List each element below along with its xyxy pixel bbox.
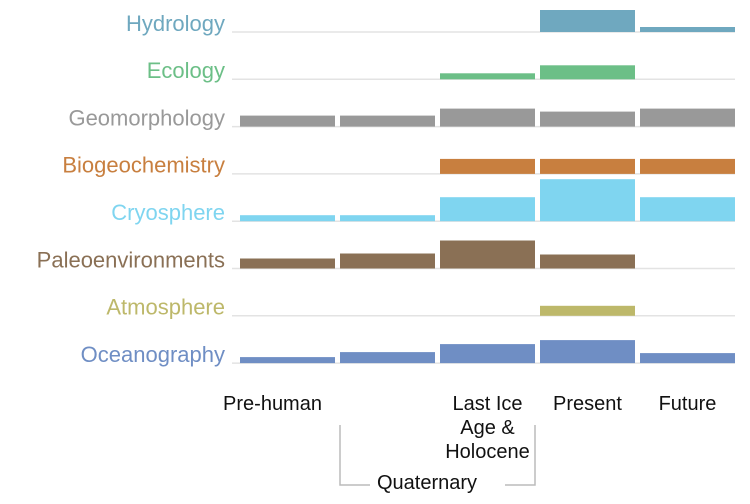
bar [540, 254, 635, 269]
bar [340, 352, 435, 364]
bar [540, 10, 635, 32]
bar [540, 179, 635, 222]
x-tick-label: Pre-human [223, 393, 322, 415]
legend-label: Atmosphere [106, 295, 225, 320]
annotation: Quaternary [371, 472, 484, 495]
bar [640, 353, 735, 364]
bracket [339, 425, 370, 486]
legend-label: Oceanography [81, 342, 225, 367]
bar [440, 240, 535, 269]
bar [640, 108, 735, 127]
x-tick-label: Future [658, 393, 717, 415]
bar [240, 115, 335, 127]
bar [540, 158, 635, 174]
bar [340, 115, 435, 127]
bar [640, 197, 735, 222]
bar [340, 253, 435, 269]
legend-label: Biogeochemistry [62, 153, 225, 178]
bar [640, 27, 735, 32]
legend-label: Ecology [147, 58, 225, 83]
bar [440, 158, 535, 174]
bar [440, 197, 535, 222]
bar [540, 305, 635, 316]
bar [440, 108, 535, 127]
bar [640, 158, 735, 174]
bar [540, 111, 635, 127]
legend-label: Hydrology [126, 11, 225, 36]
bar [540, 65, 635, 80]
bracket [505, 425, 536, 486]
bar [240, 258, 335, 269]
bar [540, 340, 635, 364]
legend-label: Paleoenvironments [37, 247, 225, 272]
legend-label: Geomorphology [68, 105, 225, 130]
x-tick-label: Present [553, 393, 622, 415]
bar [440, 73, 535, 80]
x-tick-label: Last Ice Age & Holocene [445, 393, 530, 463]
bar [240, 357, 335, 364]
bar [240, 215, 335, 222]
bar [440, 344, 535, 364]
bar [340, 215, 435, 222]
legend-label: Cryosphere [111, 200, 225, 225]
